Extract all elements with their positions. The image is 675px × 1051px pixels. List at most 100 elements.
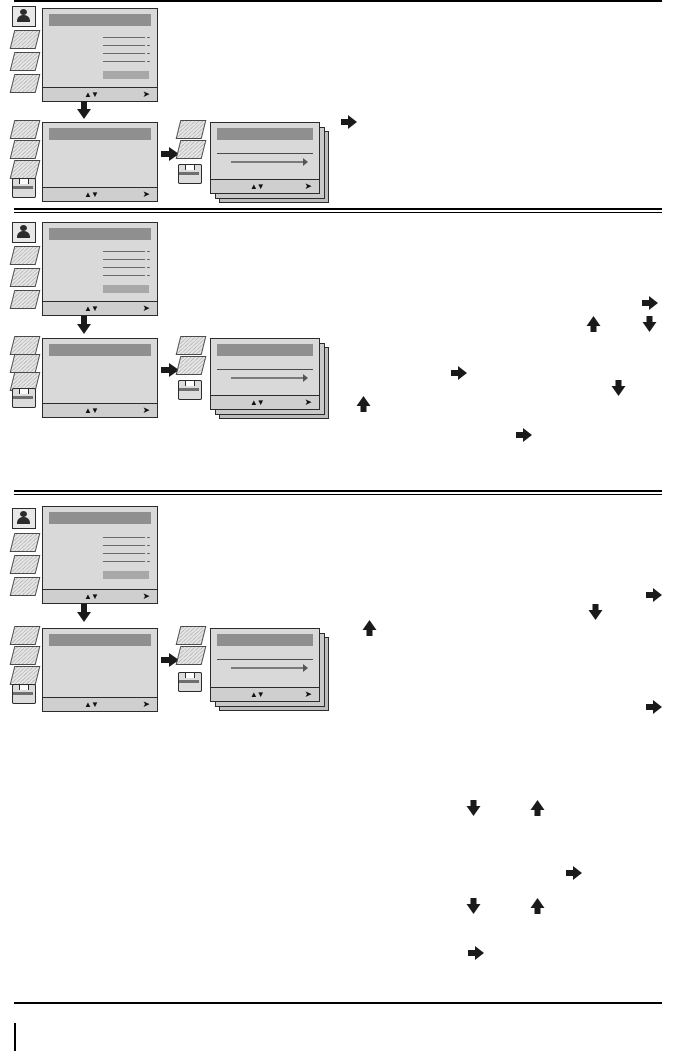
menu-screen-s2-second[interactable]: ▲▼ ➤: [42, 338, 158, 418]
updown-indicator: ▲▼: [84, 90, 99, 99]
slide-icon: [175, 336, 207, 355]
toolbox-icon: [12, 388, 36, 408]
menu-screen-s2-detail[interactable]: ▲▼ ➤: [210, 338, 329, 419]
updown-indicator: ▲▼: [84, 304, 99, 313]
right-arrow-indicator: ➤: [304, 397, 312, 407]
menu-row: [147, 545, 150, 546]
menu-row: [147, 537, 150, 538]
screen-title-bar: [217, 128, 313, 140]
arrow-right-step: [566, 866, 582, 881]
menu-row: [147, 61, 150, 62]
arrow-right-step: [341, 115, 357, 130]
person-icon: [12, 508, 36, 529]
right-arrow-indicator: ➤: [142, 189, 150, 199]
menu-row: [103, 545, 145, 546]
screen-title-bar: [49, 634, 151, 646]
arrow-up-step: [530, 800, 545, 816]
screen-footer: ▲▼ ➤: [43, 589, 157, 603]
value-line: [231, 374, 308, 382]
menu-highlight-row: [103, 71, 149, 79]
slide-icon: [175, 626, 207, 645]
arrow-right-step: [468, 946, 484, 961]
right-arrow-indicator: ➤: [142, 89, 150, 99]
arrow-right-step: [451, 366, 467, 381]
value-line: [231, 158, 308, 166]
slide-icon: [9, 30, 41, 49]
toolbox-icon: [178, 672, 202, 692]
arrow-down-step: [466, 800, 481, 816]
arrow-down-step: [642, 316, 657, 332]
slide-icon: [9, 354, 41, 373]
menu-row: [103, 561, 145, 562]
slide-icon: [9, 268, 41, 287]
arrow-down-step: [611, 380, 626, 396]
arrow-right-flow: [161, 362, 179, 378]
arrow-down-flow: [76, 604, 92, 622]
screen-title-bar: [49, 14, 151, 26]
menu-screen-s3-second[interactable]: ▲▼ ➤: [42, 628, 158, 712]
menu-row: [103, 553, 145, 554]
updown-indicator: ▲▼: [84, 190, 99, 199]
screen-divider: [217, 153, 313, 154]
screen-footer: ▲▼ ➤: [43, 697, 157, 711]
menu-row: [103, 275, 145, 276]
screen-footer: ▲▼ ➤: [43, 187, 157, 201]
slide-icon: [9, 577, 41, 596]
menu-row: [103, 267, 145, 268]
screen-title-bar: [49, 344, 151, 356]
slide-icon: [9, 372, 41, 391]
arrow-down-flow: [76, 316, 92, 334]
screen-footer: ▲▼ ➤: [211, 687, 319, 701]
screen-footer: ▲▼ ➤: [43, 301, 157, 315]
updown-indicator: ▲▼: [249, 690, 265, 699]
menu-row: [147, 53, 150, 54]
arrow-right-flow: [161, 146, 179, 162]
screen-title-bar: [49, 512, 151, 524]
arrow-right-flow: [161, 652, 179, 668]
screen-title-bar: [217, 344, 313, 356]
menu-screen-s2-top[interactable]: ▲▼ ➤: [42, 222, 158, 316]
arrow-up-step: [362, 620, 377, 636]
menu-row: [103, 45, 145, 46]
slide-icon: [9, 646, 41, 665]
section-rule-2: [14, 212, 662, 213]
menu-row: [103, 259, 145, 260]
section-rule-1: [14, 208, 662, 210]
screen-footer: ▲▼ ➤: [43, 87, 157, 101]
right-arrow-indicator: ➤: [142, 591, 150, 601]
slide-icon: [9, 52, 41, 71]
menu-screen-s3-top[interactable]: ▲▼ ➤: [42, 506, 158, 604]
menu-row: [147, 37, 150, 38]
menu-row: [147, 553, 150, 554]
updown-indicator: ▲▼: [84, 406, 99, 415]
section-rule-4: [14, 494, 662, 495]
menu-row: [147, 275, 150, 276]
slide-icon: [9, 160, 41, 179]
margin-bar: [14, 1023, 16, 1051]
slide-icon: [9, 626, 41, 645]
screen-title-bar: [49, 128, 151, 140]
screen-footer: ▲▼ ➤: [211, 179, 319, 193]
arrow-down-step: [588, 604, 603, 620]
slide-icon: [9, 74, 41, 93]
right-arrow-indicator: ➤: [304, 689, 312, 699]
updown-indicator: ▲▼: [249, 182, 265, 191]
arrow-right-step: [646, 588, 662, 603]
menu-row: [147, 267, 150, 268]
section-rule-top: [14, 0, 662, 2]
screen-divider: [217, 369, 313, 370]
right-arrow-indicator: ➤: [142, 303, 150, 313]
menu-row: [103, 537, 145, 538]
menu-screen-s1-detail[interactable]: ▲▼ ➤: [210, 122, 329, 203]
slide-icon: [9, 140, 41, 159]
menu-screen-s1-second[interactable]: ▲▼ ➤: [42, 122, 158, 202]
slide-icon: [9, 246, 41, 265]
menu-screen-s1-top[interactable]: ▲▼ ➤: [42, 8, 158, 102]
arrow-right-step: [642, 296, 658, 311]
slide-icon: [175, 120, 207, 139]
menu-row: [147, 45, 150, 46]
menu-screen-s3-detail[interactable]: ▲▼ ➤: [210, 628, 329, 711]
menu-row: [103, 53, 145, 54]
updown-indicator: ▲▼: [84, 592, 99, 601]
